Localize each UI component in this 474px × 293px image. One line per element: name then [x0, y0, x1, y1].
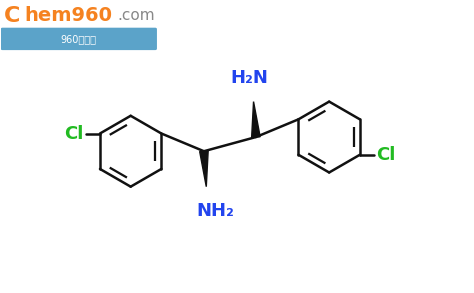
Polygon shape [252, 102, 260, 137]
Text: Cl: Cl [64, 125, 83, 142]
Text: Cl: Cl [376, 146, 396, 164]
Text: NH₂: NH₂ [197, 202, 235, 220]
Polygon shape [200, 151, 208, 187]
Text: H₂N: H₂N [230, 69, 268, 87]
